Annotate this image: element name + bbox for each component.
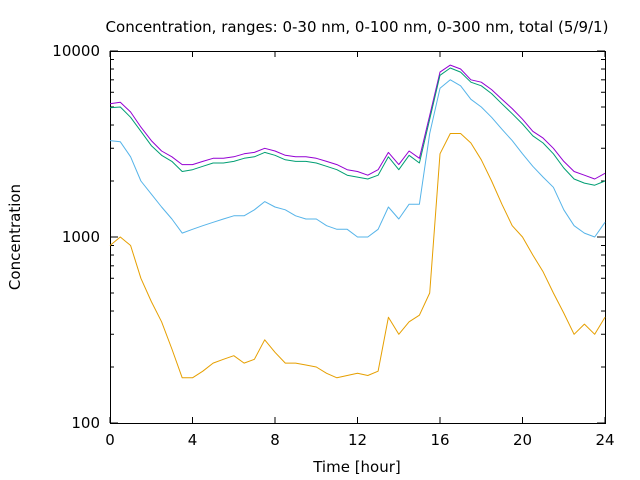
x-axis-label: Time [hour] xyxy=(312,458,401,476)
x-tick-label: 20 xyxy=(513,431,532,449)
y-axis: 100 1000 10000 xyxy=(52,42,605,432)
x-tick-label: 8 xyxy=(270,431,280,449)
y-tick-label: 1000 xyxy=(62,228,100,246)
x-tick-label: 0 xyxy=(105,431,115,449)
y-tick-label: 100 xyxy=(71,414,100,432)
series-line-3 xyxy=(109,79,606,238)
x-tick-label: 4 xyxy=(188,431,198,449)
series-line-1 xyxy=(109,64,606,180)
x-tick-label: 16 xyxy=(430,431,449,449)
series-line-2 xyxy=(109,67,606,186)
x-axis: 0 4 8 12 16 20 24 xyxy=(105,51,615,449)
x-tick-label: 12 xyxy=(348,431,367,449)
chart-title: Concentration, ranges: 0-30 nm, 0-100 nm… xyxy=(106,18,609,36)
series-group xyxy=(109,64,606,379)
x-tick-label: 24 xyxy=(595,431,614,449)
y-tick-label: 10000 xyxy=(52,42,100,60)
y-axis-label: Concentration xyxy=(6,184,24,290)
series-line-4 xyxy=(109,133,606,379)
